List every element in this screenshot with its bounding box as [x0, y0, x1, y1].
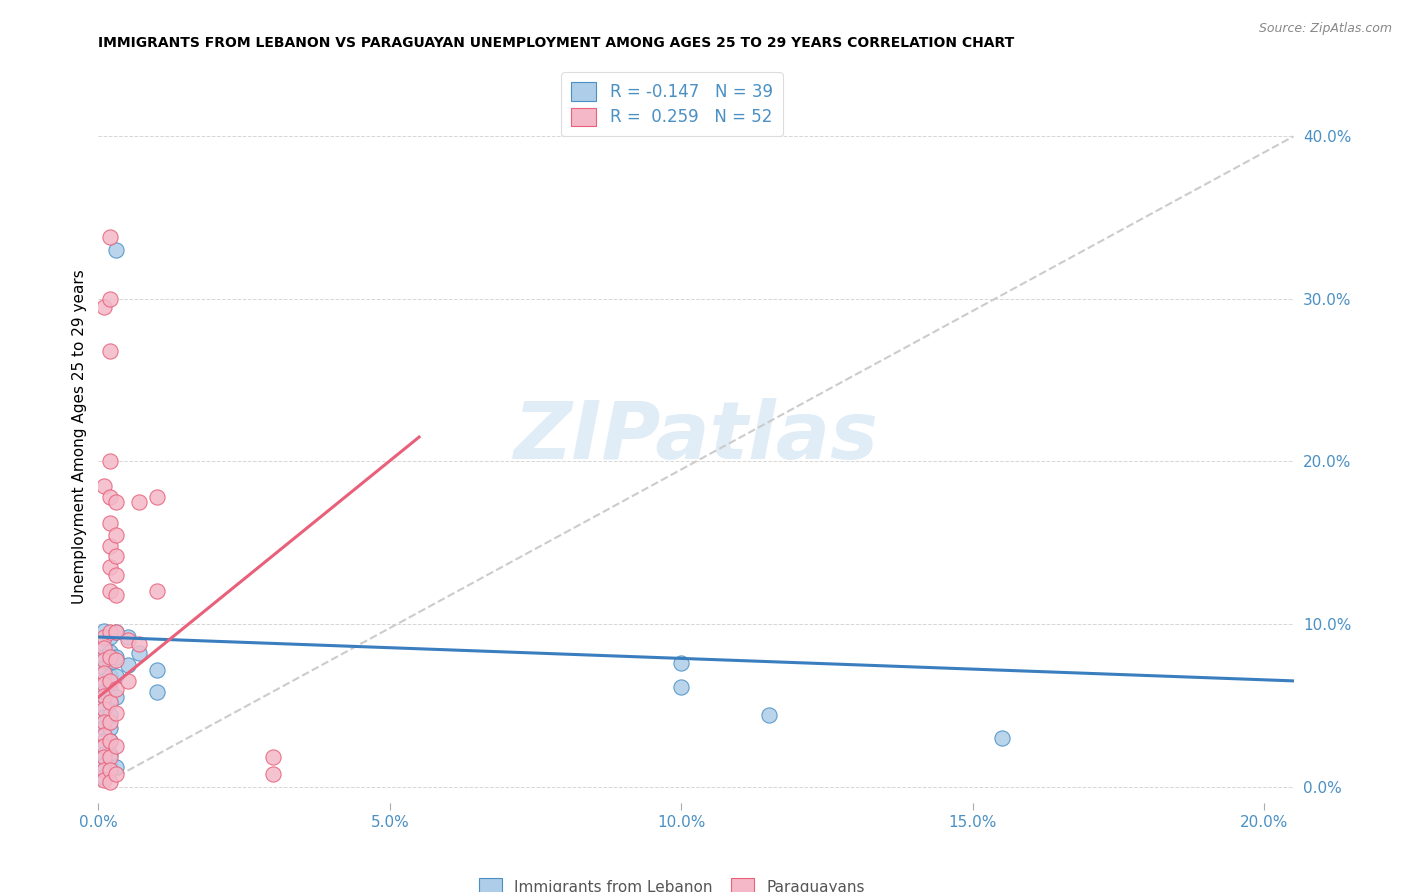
Point: [93, 727, 115, 741]
Point: [104, 527, 127, 541]
Point: [104, 649, 127, 664]
Point: [93, 636, 115, 650]
Point: [93, 698, 115, 713]
Point: [98, 516, 121, 531]
Point: [93, 750, 115, 764]
Point: [104, 653, 127, 667]
Point: [98, 673, 121, 688]
Point: [98, 750, 121, 764]
Point: [98, 343, 121, 358]
Point: [93, 739, 115, 753]
Point: [93, 709, 115, 723]
Point: [104, 549, 127, 563]
Point: [98, 734, 121, 748]
Point: [93, 630, 115, 644]
Point: [104, 766, 127, 780]
Point: [104, 760, 127, 774]
Point: [93, 764, 115, 778]
Legend: Immigrants from Lebanon, Paraguayans: Immigrants from Lebanon, Paraguayans: [470, 869, 875, 892]
Point: [117, 657, 139, 672]
Point: [117, 633, 139, 648]
Point: [128, 495, 150, 509]
Point: [98, 490, 121, 504]
Point: [104, 243, 127, 257]
Point: [93, 689, 115, 703]
Point: [104, 681, 127, 696]
Y-axis label: Unemployment Among Ages 25 to 29 years: Unemployment Among Ages 25 to 29 years: [72, 269, 87, 605]
Point: [98, 292, 121, 306]
Point: [98, 454, 121, 468]
Point: [117, 673, 139, 688]
Point: [93, 665, 115, 680]
Point: [93, 758, 115, 772]
Point: [93, 673, 115, 688]
Point: [98, 774, 121, 789]
Point: [98, 734, 121, 748]
Point: [104, 669, 127, 683]
Point: [93, 661, 115, 675]
Point: [104, 739, 127, 753]
Point: [262, 766, 284, 780]
Point: [93, 734, 115, 748]
Point: [104, 706, 127, 721]
Point: [104, 495, 127, 509]
Point: [98, 625, 121, 640]
Point: [128, 646, 150, 660]
Point: [145, 685, 167, 699]
Point: [93, 649, 115, 664]
Text: ZIPatlas: ZIPatlas: [513, 398, 879, 476]
Point: [98, 708, 121, 723]
Point: [98, 645, 121, 659]
Point: [93, 641, 115, 656]
Point: [93, 772, 115, 787]
Point: [98, 695, 121, 709]
Point: [93, 770, 115, 784]
Point: [991, 731, 1014, 745]
Point: [98, 669, 121, 683]
Point: [104, 625, 127, 640]
Point: [93, 624, 115, 638]
Point: [93, 721, 115, 735]
Point: [93, 677, 115, 691]
Point: [93, 714, 115, 729]
Point: [98, 584, 121, 599]
Point: [104, 568, 127, 582]
Point: [104, 690, 127, 705]
Point: [262, 750, 284, 764]
Point: [98, 695, 121, 709]
Point: [98, 539, 121, 553]
Point: [93, 300, 115, 314]
Point: [93, 747, 115, 761]
Point: [145, 490, 167, 504]
Point: [758, 708, 780, 723]
Point: [93, 479, 115, 493]
Point: [98, 714, 121, 729]
Point: [98, 656, 121, 670]
Point: [671, 681, 693, 695]
Point: [93, 685, 115, 699]
Point: [128, 636, 150, 650]
Point: [98, 230, 121, 244]
Point: [104, 625, 127, 640]
Point: [93, 653, 115, 667]
Text: Source: ZipAtlas.com: Source: ZipAtlas.com: [1258, 22, 1392, 36]
Point: [98, 560, 121, 574]
Point: [145, 584, 167, 599]
Point: [117, 630, 139, 644]
Point: [104, 588, 127, 602]
Text: IMMIGRANTS FROM LEBANON VS PARAGUAYAN UNEMPLOYMENT AMONG AGES 25 TO 29 YEARS COR: IMMIGRANTS FROM LEBANON VS PARAGUAYAN UN…: [98, 36, 1015, 50]
Point: [98, 721, 121, 735]
Point: [98, 760, 121, 774]
Point: [98, 747, 121, 761]
Point: [98, 681, 121, 696]
Point: [98, 649, 121, 664]
Point: [93, 701, 115, 715]
Point: [671, 656, 693, 670]
Point: [145, 663, 167, 677]
Point: [98, 630, 121, 644]
Point: [98, 764, 121, 778]
